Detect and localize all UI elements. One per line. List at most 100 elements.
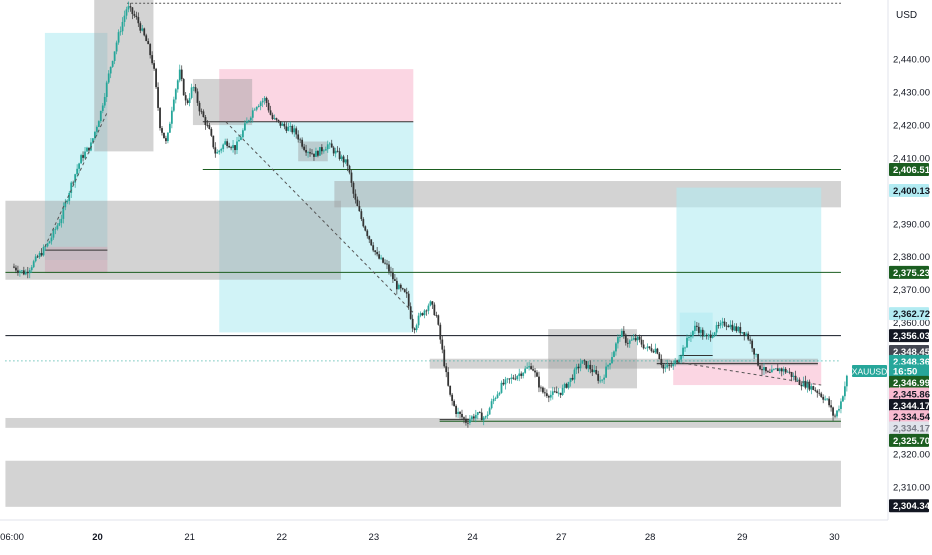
candle-260	[526, 362, 529, 370]
candle-37	[86, 146, 88, 152]
candle-324	[652, 349, 655, 354]
candle-343	[690, 332, 692, 343]
price-label-0: 2,406.51	[889, 162, 931, 176]
candle-62	[135, 11, 138, 20]
candle-134	[277, 119, 280, 124]
candle-22	[56, 223, 59, 231]
candle-108	[226, 138, 229, 149]
candle-375	[753, 348, 756, 360]
candle-373	[749, 336, 752, 345]
candle-193	[393, 274, 396, 281]
candle-341	[686, 334, 688, 348]
candle-57	[125, 6, 128, 20]
candle-350	[703, 330, 706, 337]
gray-zone-10	[429, 358, 670, 369]
candle-223	[453, 399, 456, 407]
candle-421	[843, 381, 846, 400]
svg-text:2,304.34: 2,304.34	[893, 501, 931, 512]
candle-129	[267, 99, 270, 113]
candle-48	[107, 70, 110, 84]
candle-176	[360, 208, 363, 222]
candle-352	[707, 333, 710, 340]
candle-35	[82, 151, 84, 162]
candle-281	[567, 381, 570, 390]
currency-label[interactable]: USD	[896, 10, 917, 21]
candle-294	[593, 364, 596, 373]
candle-264	[534, 367, 536, 378]
candle-377	[757, 353, 759, 367]
candle-151	[311, 149, 313, 155]
candle-251	[508, 378, 511, 384]
candle-298	[601, 379, 604, 383]
candle-152	[313, 153, 315, 161]
candle-21	[54, 226, 57, 235]
candle-137	[283, 121, 286, 130]
candle-177	[362, 217, 365, 228]
candle-246	[498, 391, 501, 396]
candle-346	[695, 322, 698, 332]
candle-290	[585, 360, 588, 370]
candle-325	[654, 343, 657, 354]
candle-261	[528, 361, 531, 371]
candle-194	[395, 277, 398, 295]
axis-layer[interactable]: USD	[0, 0, 917, 521]
candle-92	[194, 84, 197, 94]
candle-23	[58, 219, 61, 227]
candle-197	[401, 287, 404, 291]
candle-314	[632, 334, 635, 341]
candle-309	[622, 326, 625, 339]
candle-161	[330, 139, 333, 148]
candle-170	[348, 164, 351, 175]
candle-67	[145, 33, 148, 42]
candle-342	[688, 335, 690, 341]
candle-188	[384, 259, 386, 265]
candle-204	[415, 323, 418, 333]
candle-390	[782, 366, 785, 376]
candle-380	[763, 363, 765, 376]
candle-68	[147, 38, 150, 45]
candle-400	[802, 376, 805, 387]
candle-149	[307, 150, 309, 158]
zones-layer	[5, 0, 841, 507]
candle-124	[257, 104, 260, 108]
candle-344	[692, 330, 694, 339]
svg-text:2,344.17: 2,344.17	[893, 401, 930, 412]
candle-315	[634, 333, 637, 342]
candle-253	[512, 374, 515, 380]
candle-381	[765, 366, 767, 374]
candle-143	[295, 126, 298, 139]
candle-330	[664, 363, 667, 373]
price-tick-label-6: 2,370.00	[893, 285, 930, 296]
candle-329	[662, 363, 665, 374]
price-label-1: 2,400.13	[889, 183, 930, 197]
candle-105	[220, 147, 223, 154]
candle-271	[547, 394, 550, 403]
candle-19	[50, 234, 53, 245]
symbol-badge[interactable]: XAUUSD	[852, 365, 887, 377]
candle-32	[76, 164, 79, 178]
candle-185	[378, 250, 381, 260]
candle-83	[176, 79, 179, 93]
candle-109	[228, 142, 231, 148]
candle-222	[451, 392, 454, 406]
candle-201	[409, 302, 412, 320]
candle-403	[808, 379, 811, 392]
candle-376	[755, 353, 757, 358]
candle-249	[504, 376, 507, 390]
svg-text:2,334.17: 2,334.17	[893, 423, 930, 434]
candle-276	[557, 387, 560, 397]
candle-391	[784, 367, 787, 375]
candle-58	[127, 1, 130, 13]
candle-14	[40, 248, 43, 257]
candle-178	[364, 225, 367, 232]
time-tick-label-5: 24	[467, 532, 478, 543]
candle-409	[820, 391, 823, 398]
candle-142	[293, 124, 296, 137]
candle-327	[658, 352, 661, 360]
candle-297	[599, 375, 602, 384]
candle-97	[204, 115, 207, 130]
time-tick-label-8: 29	[737, 532, 748, 543]
candle-106	[222, 143, 225, 153]
